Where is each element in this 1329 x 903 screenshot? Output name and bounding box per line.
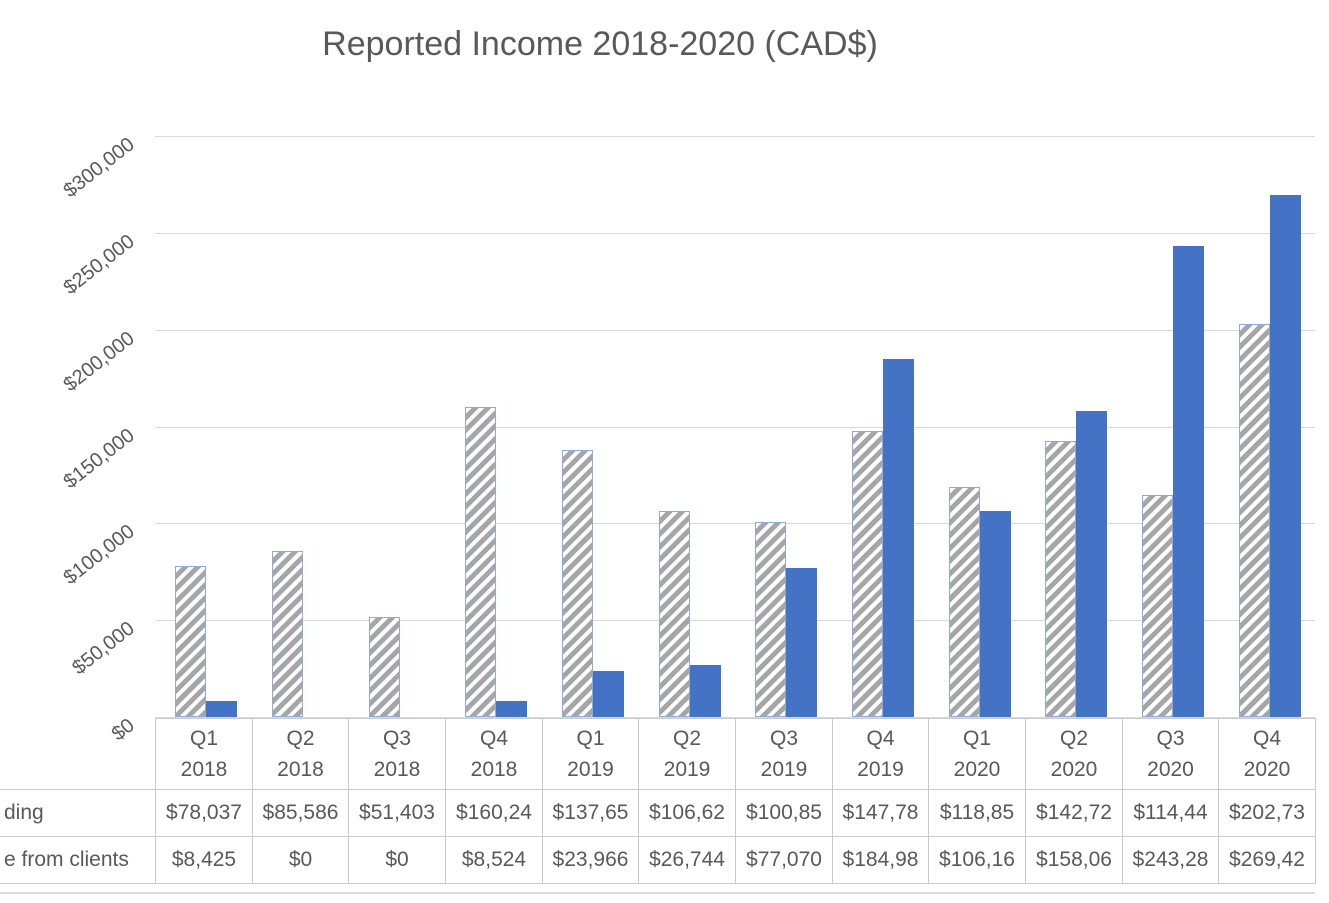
gridline xyxy=(155,329,1315,331)
series-label-cell: e from clients xyxy=(0,836,156,884)
category-header-cell: Q3 2020 xyxy=(1122,718,1219,790)
y-axis-tick-label: $200,000 xyxy=(59,326,139,396)
bar-hatched-series xyxy=(562,450,593,717)
bar-hatched-series xyxy=(1238,324,1270,717)
table-value-cell: $147,78 xyxy=(832,789,929,837)
bar-solid-series xyxy=(1173,245,1204,717)
bar-hatched-series xyxy=(852,430,883,717)
bar-hatched-series xyxy=(1045,440,1077,717)
category-header-cell: Q3 2019 xyxy=(735,718,833,790)
bar-solid-series xyxy=(1076,410,1108,717)
plot-area xyxy=(155,136,1315,717)
y-axis-tick-label: $100,000 xyxy=(59,520,139,590)
table-value-cell: $0 xyxy=(348,836,446,884)
table-value-cell: $0 xyxy=(252,836,349,884)
category-header-cell: Q1 2018 xyxy=(155,718,253,790)
table-value-cell: $269,42 xyxy=(1218,836,1316,884)
category-header-cell: Q3 2018 xyxy=(348,718,446,790)
gridline xyxy=(155,523,1315,525)
bar-hatched-series xyxy=(658,510,690,717)
table-value-cell: $158,06 xyxy=(1025,836,1123,884)
table-value-cell: $85,586 xyxy=(252,789,349,837)
gridline xyxy=(155,426,1315,428)
table-value-cell: $114,44 xyxy=(1122,789,1219,837)
table-value-cell: $100,85 xyxy=(735,789,833,837)
category-header-cell: Q4 2020 xyxy=(1218,718,1316,790)
bottom-divider-line xyxy=(0,892,1315,894)
bar-solid-series xyxy=(496,700,528,717)
table-value-cell: $8,425 xyxy=(155,836,253,884)
table-value-cell: $106,62 xyxy=(638,789,736,837)
table-value-cell: $243,28 xyxy=(1122,836,1219,884)
bar-solid-series xyxy=(689,665,721,717)
bar-hatched-series xyxy=(465,406,497,717)
table-value-cell: $160,24 xyxy=(445,789,543,837)
bar-hatched-series xyxy=(175,565,207,717)
table-value-cell: $8,524 xyxy=(445,836,543,884)
category-header-cell: Q4 2018 xyxy=(445,718,543,790)
table-value-cell: $51,403 xyxy=(348,789,446,837)
series-label-cell: ding xyxy=(0,789,156,837)
table-value-cell: $23,966 xyxy=(542,836,639,884)
gridline xyxy=(155,136,1315,137)
bar-solid-series xyxy=(593,670,624,717)
table-value-cell: $184,98 xyxy=(832,836,929,884)
chart-title: Reported Income 2018-2020 (CAD$) xyxy=(322,25,878,63)
bar-solid-series xyxy=(883,358,914,717)
y-axis-tick-label: $300,000 xyxy=(59,133,139,203)
y-axis-tick-label: $50,000 xyxy=(68,617,139,680)
category-header-cell: Q2 2020 xyxy=(1025,718,1123,790)
bar-hatched-series xyxy=(948,486,980,717)
bar-hatched-series xyxy=(368,617,400,717)
table-value-cell: $106,16 xyxy=(928,836,1026,884)
bar-solid-series xyxy=(979,511,1011,717)
y-axis-tick-label: $150,000 xyxy=(59,423,139,493)
gridline xyxy=(155,717,1315,718)
category-header-cell: Q1 2020 xyxy=(928,718,1026,790)
table-value-cell: $202,73 xyxy=(1218,789,1316,837)
bar-hatched-series xyxy=(272,551,303,717)
table-value-cell: $26,744 xyxy=(638,836,736,884)
table-value-cell: $77,070 xyxy=(735,836,833,884)
bar-hatched-series xyxy=(1142,495,1173,717)
bar-solid-series xyxy=(1269,195,1301,717)
gridline xyxy=(155,232,1315,234)
category-header-cell: Q2 2018 xyxy=(252,718,349,790)
bar-hatched-series xyxy=(755,521,787,717)
table-value-cell: $137,65 xyxy=(542,789,639,837)
bar-solid-series xyxy=(786,567,818,717)
category-header-cell: Q2 2019 xyxy=(638,718,736,790)
table-value-cell: $118,85 xyxy=(928,789,1026,837)
table-value-cell: $78,037 xyxy=(155,789,253,837)
gridline xyxy=(155,620,1315,622)
table-value-cell: $142,72 xyxy=(1025,789,1123,837)
category-header-cell: Q1 2019 xyxy=(542,718,639,790)
category-header-cell: Q4 2019 xyxy=(832,718,929,790)
y-axis-tick-label: $250,000 xyxy=(59,230,139,299)
bar-solid-series xyxy=(206,700,238,717)
